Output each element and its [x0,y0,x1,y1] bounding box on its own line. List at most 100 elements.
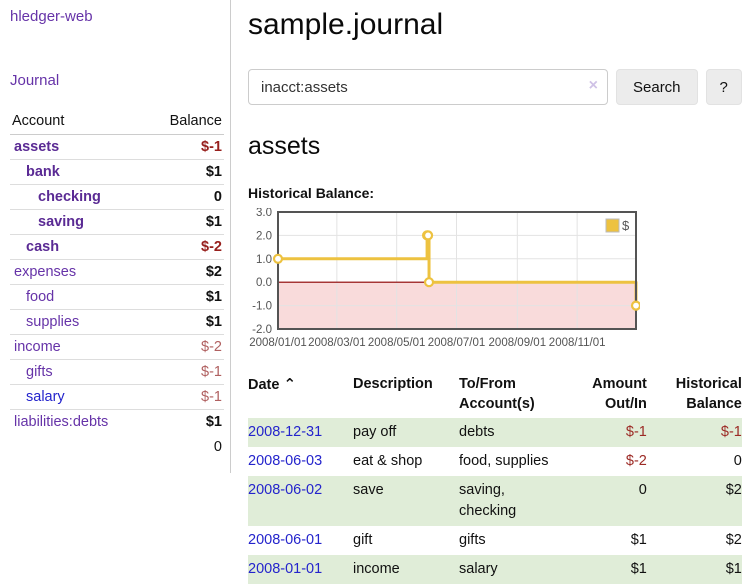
transaction-accounts: saving, checking [459,481,517,519]
transaction-row: 2008-06-02 save saving, checking 0 $2 [248,475,742,526]
account-balance: $1 [146,284,224,310]
transaction-accounts: salary [459,560,498,577]
transaction-accounts: food, supplies [459,452,549,469]
chart-border [277,211,637,330]
col-header-date-label: Date [248,377,280,393]
transaction-amount: 0 [638,481,647,498]
accounts-header-row: Account Balance [10,110,224,135]
y-tick-label: -1.0 [252,301,272,313]
transaction-date-link[interactable]: 2008-12-31 [248,423,323,440]
transaction-date-link[interactable]: 2008-01-01 [248,560,323,577]
sidebar-account-link-saving[interactable]: saving [38,214,84,230]
chart-container: $3.0 2.0 1.0 0.0 -1.0 -2.0 2008/01/01 2008/03/0… [248,208,742,355]
sidebar-account-link-assets[interactable]: assets [14,139,60,155]
y-tick-label: 1.0 [256,254,272,266]
sidebar-account-link-cash[interactable]: cash [26,239,60,255]
account-row: bank $1 [10,159,224,185]
y-tick-label: 3.0 [256,208,272,219]
transaction-date: 2008-01-01 [248,555,345,584]
transaction-description: income [353,560,400,577]
col-header-balance-line2: Balance [686,396,742,413]
sidebar-account-link-gifts[interactable]: gifts [26,364,53,380]
accounts-total-value: 0 [213,439,222,455]
search-input[interactable] [248,69,608,105]
transactions-table-body: 2008-12-31 pay off debts $-1 $-1 2008-06-03 ea… [248,417,742,584]
y-tick-label: 2.0 [256,230,272,242]
account-balance: $-1 [201,139,222,155]
col-header-accounts-line2: Account(s) [459,396,535,413]
transaction-date-link[interactable]: 2008-06-03 [248,452,323,469]
x-tick-label: 2008/03/01 [308,337,366,349]
account-balance: $1 [146,209,224,235]
account-balance: $-1 [146,359,224,385]
accounts-table: Account Balance assets $-1 bank $1 checking 0… [10,110,224,459]
accounts-total-spacer [10,434,147,459]
chart-data-point [272,253,284,264]
col-header-accounts-line1: To/From [459,376,516,392]
transaction-balance: $1 [725,560,742,577]
transaction-date-link[interactable]: 2008-06-02 [248,481,323,498]
transaction-date: 2008-06-02 [248,476,345,526]
account-balance: $2 [146,259,224,285]
sidebar-account-link-liabilities-debts[interactable]: liabilities:debts [14,414,109,430]
col-header-amount-line2: Out/In [604,396,647,413]
col-header-accounts: To/From Account(s) [451,371,559,418]
transactions-table: Date ⌃ Description To/From Account(s) Am… [248,371,742,584]
transaction-row: 2008-06-01 gift gifts $1 $2 [248,526,742,555]
search-form: × Search ? [248,69,742,105]
x-tick-label: 2008/07/01 [428,337,486,349]
sidebar-account-link-bank[interactable]: bank [26,164,60,180]
sidebar-nav: Journal [10,72,224,89]
account-balance: $-2 [146,234,224,260]
chart-data-point [630,300,640,311]
transaction-description: save [353,481,384,498]
transaction-amount: $1 [630,560,647,577]
transaction-description: pay off [353,423,397,440]
accounts-header-balance: Balance [146,110,224,135]
clear-search-icon[interactable]: × [588,77,598,94]
main-content: sample.journal × Search ? assets Histori… [231,0,742,584]
transaction-balance: 0 [733,452,742,469]
x-tick-label: 2008/09/01 [489,337,547,349]
y-tick-label: -2.0 [252,324,272,336]
account-row: supplies $1 [10,309,224,335]
sidebar-item-journal[interactable]: Journal [10,72,60,89]
account-balance: $-2 [146,334,224,360]
transactions-header-row: Date ⌃ Description To/From Account(s) Am… [248,371,742,418]
sidebar-account-link-food[interactable]: food [26,289,55,305]
transaction-balance: $2 [725,531,742,548]
sidebar-account-link-checking[interactable]: checking [38,189,101,205]
transaction-amount: $-1 [625,423,647,440]
sidebar: hledger-web Journal Account Balance asse… [0,0,231,473]
account-row: salary $-1 [10,384,224,410]
transaction-date-link[interactable]: 2008-06-01 [248,531,323,548]
search-button[interactable]: Search [616,69,698,105]
account-balance: $1 [146,309,224,335]
transaction-balance: $-1 [720,423,742,440]
y-tick-label: 0.0 [256,277,272,289]
chart-data-point [423,277,435,288]
search-box: × [248,69,608,105]
sidebar-account-link-supplies[interactable]: supplies [26,314,80,330]
sidebar-account-link-expenses[interactable]: expenses [14,264,77,280]
account-row: gifts $-1 [10,359,224,385]
accounts-header-account: Account [10,110,147,135]
col-header-amount: Amount Out/In [559,371,647,418]
chart-data-point [422,230,434,241]
sidebar-account-link-salary[interactable]: salary [26,389,65,405]
app-title-link[interactable]: hledger-web [10,8,93,25]
x-tick-label: 2008/05/01 [368,337,426,349]
transaction-row: 2008-01-01 income salary $1 $1 [248,554,742,584]
col-header-date[interactable]: Date ⌃ [248,371,345,418]
transaction-row: 2008-12-31 pay off debts $-1 $-1 [248,417,742,447]
transaction-description: eat & shop [353,452,423,469]
account-row: income $-2 [10,334,224,360]
account-row: expenses $2 [10,259,224,285]
transaction-accounts: gifts [459,531,486,548]
transaction-description: gift [353,531,373,548]
account-row: assets $-1 [10,135,224,160]
sidebar-account-link-income[interactable]: income [14,339,61,355]
help-button[interactable]: ? [705,69,742,105]
